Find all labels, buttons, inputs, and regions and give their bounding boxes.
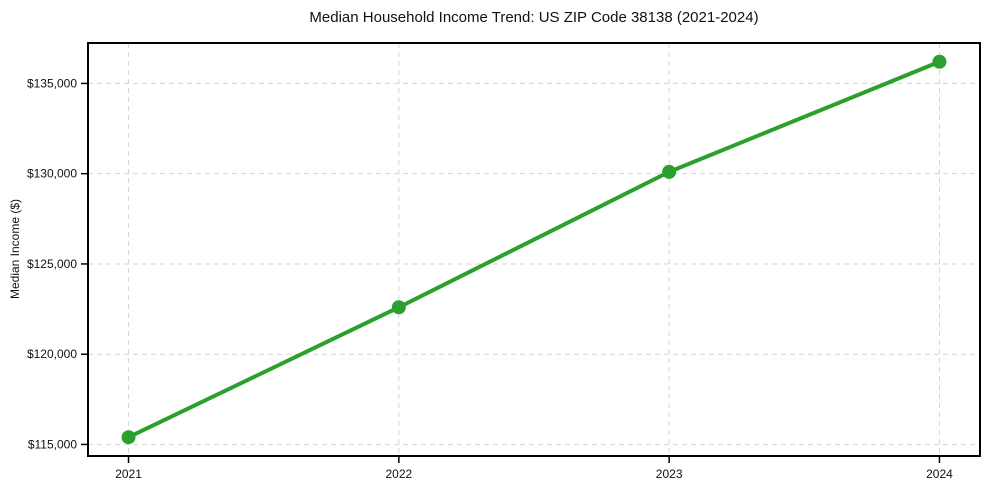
data-point — [391, 300, 406, 315]
y-tick-label: $130,000 — [27, 167, 77, 181]
y-tick-label: $135,000 — [27, 76, 77, 90]
data-point — [662, 164, 677, 179]
x-tick-label: 2023 — [656, 467, 683, 481]
data-point — [121, 430, 136, 445]
trend-line — [126, 59, 942, 440]
x-tick-label: 2024 — [926, 467, 953, 481]
x-tick-label: 2021 — [115, 467, 142, 481]
plot-border — [87, 42, 981, 457]
x-tick-label: 2022 — [385, 467, 412, 481]
data-point — [932, 54, 947, 69]
y-tick-label: $120,000 — [27, 347, 77, 361]
chart-title: Median Household Income Trend: US ZIP Co… — [309, 9, 759, 26]
y-tick-label: $125,000 — [27, 257, 77, 271]
y-tick-label: $115,000 — [28, 437, 77, 451]
